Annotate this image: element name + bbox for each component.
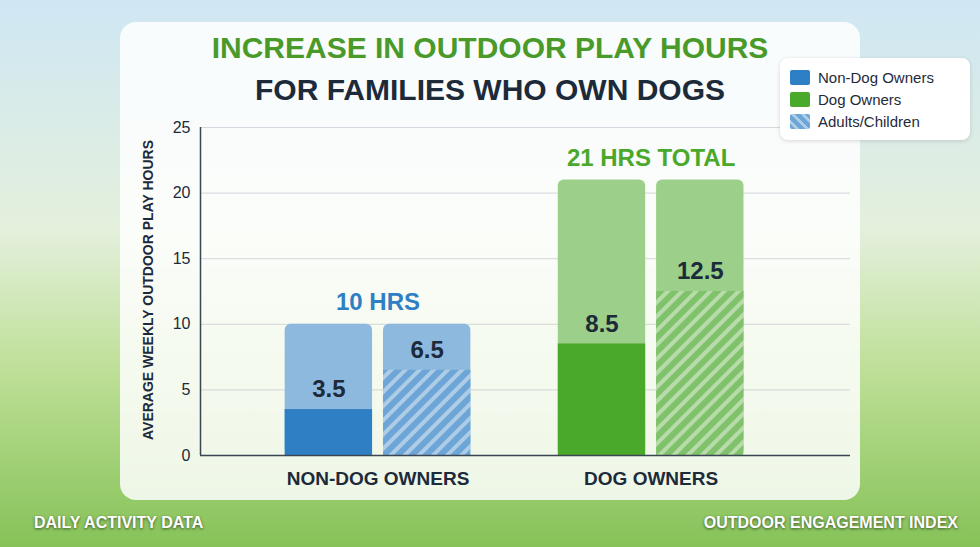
html-text:Adults/Children: Adults/Children (818, 112, 920, 130)
svg-text:10 HRS: 10 HRS (336, 288, 420, 315)
svg-text:DOG OWNERS: DOG OWNERS (584, 468, 718, 489)
svg-text:12.5: 12.5 (677, 257, 724, 284)
svg-text:21 HRS TOTAL: 21 HRS TOTAL (567, 144, 735, 171)
html-text:Non-Dog Owners: Non-Dog Owners (818, 68, 934, 86)
svg-text:15: 15 (173, 250, 191, 267)
svg-text:10: 10 (173, 315, 191, 332)
html-text:AVERAGE WEEKLY OUTDOOR PLAY HO: AVERAGE WEEKLY OUTDOOR PLAY HOURS (140, 140, 156, 440)
svg-text:5: 5 (182, 381, 191, 398)
html-text:OUTDOOR ENGAGEMENT INDEX: OUTDOOR ENGAGEMENT INDEX (703, 514, 958, 531)
svg-text:8.5: 8.5 (585, 310, 618, 337)
svg-text:6.5: 6.5 (410, 336, 443, 363)
svg-text:3.5: 3.5 (312, 375, 345, 402)
svg-text:NON-DOG OWNERS: NON-DOG OWNERS (287, 468, 470, 489)
html-text:Dog Owners: Dog Owners (818, 90, 902, 108)
html-text:FOR FAMILIES WHO OWN DOGS: FOR FAMILIES WHO OWN DOGS (255, 73, 725, 106)
svg-text:0: 0 (182, 447, 191, 464)
html-text:DAILY ACTIVITY DATA: DAILY ACTIVITY DATA (34, 514, 204, 531)
html-text:INCREASE IN OUTDOOR PLAY HOURS: INCREASE IN OUTDOOR PLAY HOURS (211, 31, 769, 64)
svg-text:20: 20 (173, 184, 191, 201)
svg-text:25: 25 (173, 119, 191, 136)
